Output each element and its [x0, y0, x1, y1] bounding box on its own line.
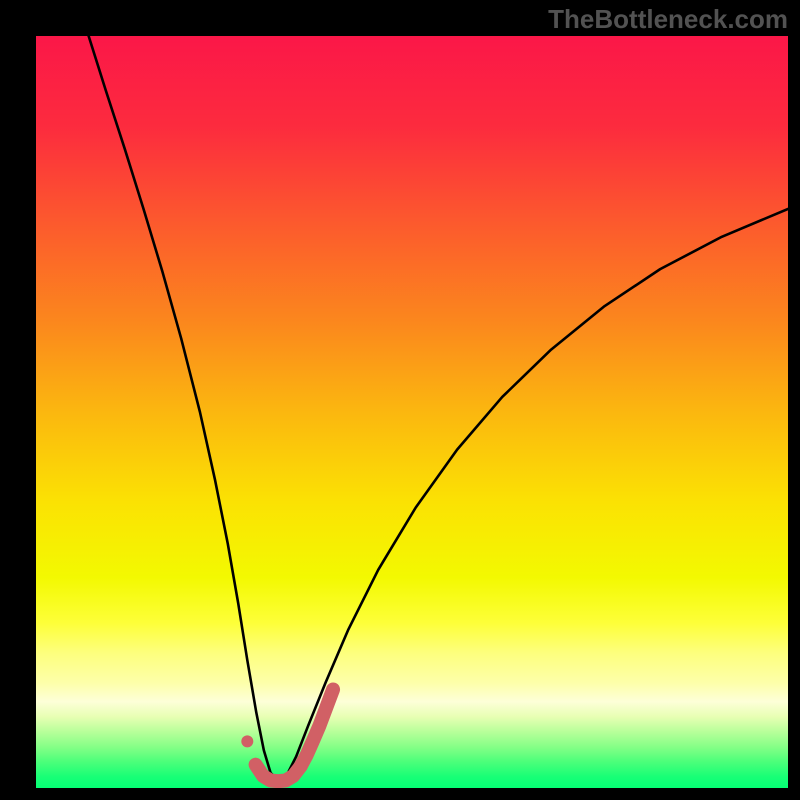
highlight-left-dot [241, 735, 253, 747]
gradient-background [36, 36, 788, 788]
watermark-text: TheBottleneck.com [548, 4, 788, 35]
plot-area [36, 36, 788, 788]
plot-svg [36, 36, 788, 788]
